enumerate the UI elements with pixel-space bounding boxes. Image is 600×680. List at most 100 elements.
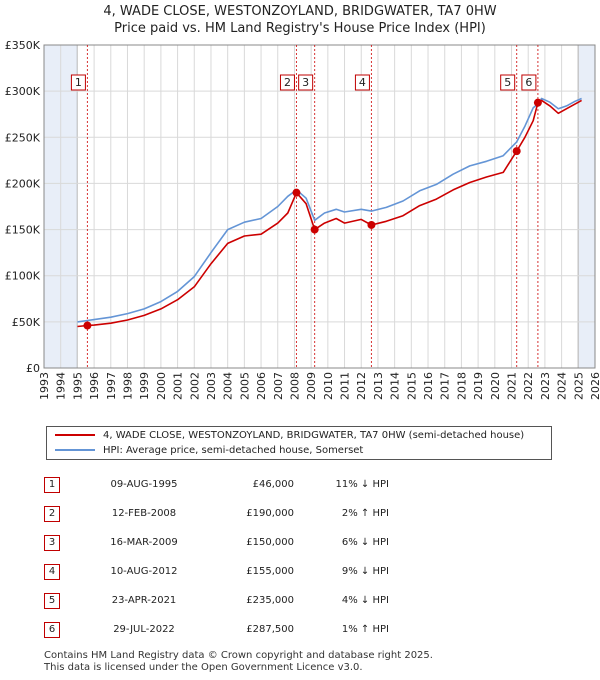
marker-label-2: 2 xyxy=(279,74,295,91)
y-tick-label: £200K xyxy=(5,177,41,190)
transaction-number: 2 xyxy=(44,505,60,522)
transaction-hpi-diff: 1% ↑ HPI xyxy=(341,624,389,635)
marker-label-4: 4 xyxy=(354,74,370,91)
y-tick-label: £50K xyxy=(12,316,41,329)
transaction-number: 1 xyxy=(44,476,60,493)
x-tick-label: 2023 xyxy=(539,372,552,400)
series-line-hpi xyxy=(77,97,582,323)
x-tick-label: 2002 xyxy=(188,372,201,400)
x-tick-label: 2025 xyxy=(572,372,585,400)
transaction-number: 4 xyxy=(44,563,60,580)
x-tick-label: 2010 xyxy=(322,372,335,400)
footer-licence: This data is licensed under the Open Gov… xyxy=(44,662,363,673)
transaction-hpi-diff: 4% ↓ HPI xyxy=(341,595,389,606)
sale-point-5 xyxy=(512,147,521,156)
x-tick-label: 2017 xyxy=(439,372,452,400)
sale-point-1 xyxy=(83,321,92,330)
marker-box xyxy=(521,74,537,91)
marker-label-5: 5 xyxy=(500,74,516,91)
transaction-date: 10-AUG-2012 xyxy=(110,566,178,577)
x-tick-label: 2022 xyxy=(522,372,535,400)
sale-point-6 xyxy=(533,98,542,107)
x-tick-label: 1997 xyxy=(105,372,118,400)
x-tick-label: 2005 xyxy=(238,372,251,400)
legend-swatch-hpi xyxy=(55,449,95,451)
chart-legend: 4, WADE CLOSE, WESTONZOYLAND, BRIDGWATER… xyxy=(46,426,552,460)
x-tick-label: 2015 xyxy=(405,372,418,400)
y-tick-label: £0 xyxy=(26,362,40,375)
transaction-hpi-diff: 9% ↓ HPI xyxy=(341,566,389,577)
marker-number: 1 xyxy=(75,76,82,89)
x-tick-label: 2003 xyxy=(205,372,218,400)
table-row: 5 23-APR-2021 £235,000 4% ↓ HPI xyxy=(44,586,389,615)
x-tick-label: 2001 xyxy=(172,372,185,400)
transaction-date: 16-MAR-2009 xyxy=(110,537,178,548)
x-tick-label: 2014 xyxy=(389,372,402,400)
marker-box xyxy=(70,74,86,91)
transaction-price: £190,000 xyxy=(246,508,294,519)
footer-copyright: Contains HM Land Registry data © Crown c… xyxy=(44,650,433,661)
x-tick-label: 2016 xyxy=(422,372,435,400)
x-tick-label: 1994 xyxy=(55,372,68,400)
y-tick-label: £300K xyxy=(5,85,41,98)
marker-number: 5 xyxy=(504,76,511,89)
x-tick-label: 2012 xyxy=(355,372,368,400)
transaction-number: 3 xyxy=(44,534,60,551)
transaction-hpi-diff: 6% ↓ HPI xyxy=(341,537,389,548)
series-line-property xyxy=(77,99,582,328)
x-tick-label: 2007 xyxy=(272,372,285,400)
transaction-date: 23-APR-2021 xyxy=(111,595,177,606)
marker-label-1: 1 xyxy=(70,74,86,91)
transaction-date: 09-AUG-1995 xyxy=(110,479,178,490)
transaction-price: £150,000 xyxy=(246,537,294,548)
transaction-price: £235,000 xyxy=(246,595,294,606)
x-tick-label: 1993 xyxy=(38,372,51,400)
y-tick-label: £150K xyxy=(5,224,41,237)
marker-number: 2 xyxy=(284,76,291,89)
transaction-number: 5 xyxy=(44,592,60,609)
x-tick-label: 2004 xyxy=(222,372,235,400)
x-tick-label: 1999 xyxy=(138,372,151,400)
x-tick-label: 2000 xyxy=(155,372,168,400)
y-tick-label: £250K xyxy=(5,131,41,144)
legend-label-property: 4, WADE CLOSE, WESTONZOYLAND, BRIDGWATER… xyxy=(103,430,525,441)
marker-box xyxy=(500,74,516,91)
legend-item-property: 4, WADE CLOSE, WESTONZOYLAND, BRIDGWATER… xyxy=(55,429,524,443)
x-tick-label: 2021 xyxy=(506,372,519,400)
transaction-price: £46,000 xyxy=(252,479,294,490)
x-tick-label: 2013 xyxy=(372,372,385,400)
x-tick-label: 2006 xyxy=(255,372,268,400)
x-tick-label: 1996 xyxy=(88,372,101,400)
marker-label-6: 6 xyxy=(521,74,537,91)
x-tick-label: 2009 xyxy=(305,372,318,400)
chart-subtitle: Price paid vs. HM Land Registry's House … xyxy=(114,21,486,36)
table-row: 3 16-MAR-2009 £150,000 6% ↓ HPI xyxy=(44,528,389,557)
transaction-hpi-diff: 11% ↓ HPI xyxy=(335,479,389,490)
x-tick-label: 2008 xyxy=(288,372,301,400)
table-row: 2 12-FEB-2008 £190,000 2% ↑ HPI xyxy=(44,499,389,528)
sale-point-4 xyxy=(367,220,376,229)
transaction-number: 6 xyxy=(44,621,60,638)
x-tick-label: 2018 xyxy=(455,372,468,400)
marker-number: 3 xyxy=(302,76,309,89)
legend-item-hpi: HPI: Average price, semi-detached house,… xyxy=(55,444,363,458)
price-chart: 1 2 3 4 5 6£0£50K£100K£150K£200K£250K£300K£35… xyxy=(5,39,600,400)
table-row: 1 09-AUG-1995 £46,000 11% ↓ HPI xyxy=(44,470,389,499)
y-tick-label: £350K xyxy=(5,39,41,52)
x-tick-label: 2020 xyxy=(489,372,502,400)
x-tick-label: 2011 xyxy=(339,372,352,400)
chart-title-address: 4, WADE CLOSE, WESTONZOYLAND, BRIDGWATER… xyxy=(103,4,497,19)
marker-box xyxy=(298,74,314,91)
transaction-hpi-diff: 2% ↑ HPI xyxy=(341,508,389,519)
transaction-date: 29-JUL-2022 xyxy=(113,624,175,635)
legend-label-hpi: HPI: Average price, semi-detached house,… xyxy=(103,445,364,456)
marker-box xyxy=(354,74,370,91)
transaction-price: £287,500 xyxy=(246,624,294,635)
shaded-region xyxy=(578,45,595,368)
x-tick-label: 2026 xyxy=(589,372,600,400)
marker-box xyxy=(279,74,295,91)
plot-area-border xyxy=(43,44,596,369)
transactions-table: 1 09-AUG-1995 £46,000 11% ↓ HPI 2 12-FEB… xyxy=(44,470,389,644)
sale-point-3 xyxy=(310,225,319,234)
legend-swatch-property xyxy=(55,434,95,436)
